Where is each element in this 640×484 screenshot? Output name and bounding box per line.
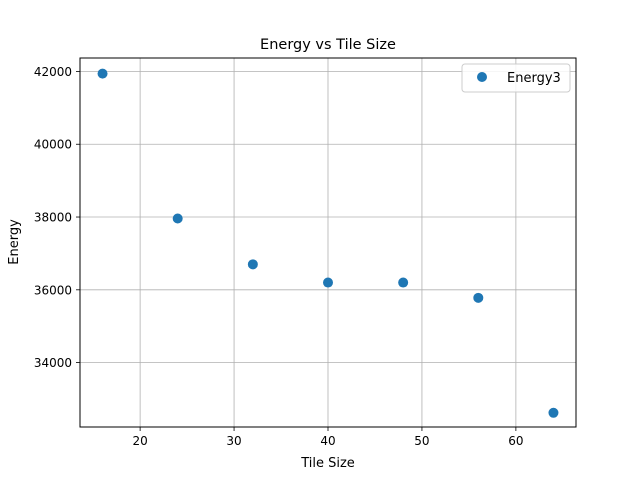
x-axis-ticks: 20 30 40 50 60 [132,427,524,448]
legend-box [461,63,571,93]
data-points [97,68,559,418]
data-point-0-6 [548,407,559,418]
grid [80,58,576,427]
x-axis-label: Tile Size [300,456,355,471]
data-point-0-0 [97,68,108,79]
data-point-0-5 [473,292,484,303]
x-tick-label-40: 40 [320,434,335,448]
x-tick-label-20: 20 [132,434,147,448]
x-tick-label-50: 50 [414,434,429,448]
legend-marker-energy3 [477,72,487,82]
x-tick-label-60: 60 [508,434,523,448]
y-tick-label-38000: 38000 [34,211,72,225]
data-point-0-4 [398,277,409,288]
x-tick-label-30: 30 [226,434,241,448]
data-point-0-2 [247,259,258,270]
y-axis-label: Energy [7,219,22,265]
y-tick-label-36000: 36000 [34,283,72,297]
data-point-0-3 [323,277,333,288]
y-tick-label-34000: 34000 [34,356,72,370]
y-axis-ticks: 34000 36000 38000 40000 42000 [34,65,80,370]
y-tick-label-42000: 42000 [34,65,72,79]
data-point-0-1 [172,213,183,224]
legend-label-energy3: Energy3 [507,71,561,86]
legend: Energy3 [461,63,571,93]
chart-title: Energy vs Tile Size [260,37,396,53]
y-tick-label-40000: 40000 [34,138,72,152]
